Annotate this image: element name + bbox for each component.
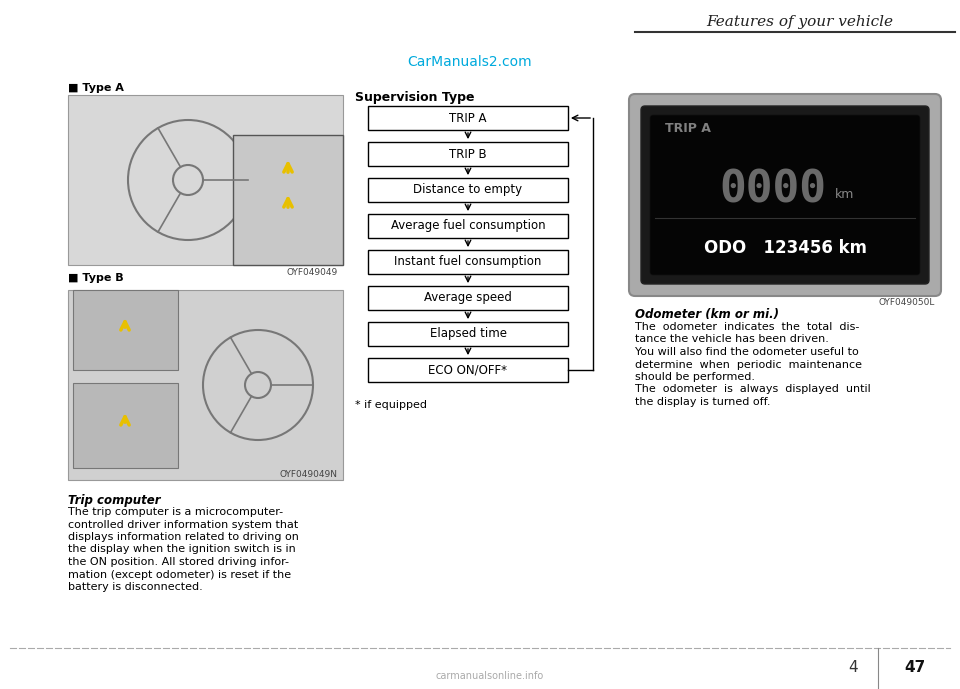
Text: Supervision Type: Supervision Type xyxy=(355,92,474,105)
Text: carmanualsonline.info: carmanualsonline.info xyxy=(436,671,544,681)
Text: OYF049049: OYF049049 xyxy=(287,268,338,277)
Bar xyxy=(368,286,568,310)
Text: displays information related to driving on: displays information related to driving … xyxy=(68,532,299,542)
Text: Average fuel consumption: Average fuel consumption xyxy=(391,220,545,232)
Bar xyxy=(233,135,343,265)
Text: Distance to empty: Distance to empty xyxy=(414,183,522,196)
Bar xyxy=(368,250,568,274)
Text: Instant fuel consumption: Instant fuel consumption xyxy=(395,256,541,269)
Text: ECO ON/OFF*: ECO ON/OFF* xyxy=(428,364,508,376)
Text: OYF049049N: OYF049049N xyxy=(280,470,338,479)
Text: determine  when  periodic  maintenance: determine when periodic maintenance xyxy=(635,360,862,369)
Text: CarManuals2.com: CarManuals2.com xyxy=(408,55,532,69)
Text: TRIP A: TRIP A xyxy=(449,112,487,125)
Text: should be performed.: should be performed. xyxy=(635,372,755,382)
Text: km: km xyxy=(835,189,854,201)
Text: the ON position. All stored driving infor-: the ON position. All stored driving info… xyxy=(68,557,289,567)
Text: 4: 4 xyxy=(849,661,858,675)
Text: battery is disconnected.: battery is disconnected. xyxy=(68,582,203,592)
Text: TRIP B: TRIP B xyxy=(449,147,487,161)
Bar xyxy=(368,178,568,202)
Text: TRIP A: TRIP A xyxy=(665,121,710,134)
Bar xyxy=(368,106,568,130)
FancyBboxPatch shape xyxy=(641,106,929,284)
Text: Trip computer: Trip computer xyxy=(68,494,160,507)
Text: ■ Type B: ■ Type B xyxy=(68,273,124,283)
FancyBboxPatch shape xyxy=(650,115,920,275)
Text: the display is turned off.: the display is turned off. xyxy=(635,397,771,407)
Text: Elapsed time: Elapsed time xyxy=(429,327,507,340)
Bar xyxy=(68,290,343,480)
Text: Average speed: Average speed xyxy=(424,291,512,305)
Bar xyxy=(368,358,568,382)
Text: Odometer (km or mi.): Odometer (km or mi.) xyxy=(635,308,779,321)
Text: controlled driver information system that: controlled driver information system tha… xyxy=(68,520,299,530)
Bar xyxy=(68,95,343,265)
Text: Features of your vehicle: Features of your vehicle xyxy=(707,15,894,29)
Bar xyxy=(368,142,568,166)
Text: 47: 47 xyxy=(904,661,925,675)
Bar xyxy=(73,383,178,468)
Bar xyxy=(630,95,940,295)
Text: ■ Type A: ■ Type A xyxy=(68,83,124,93)
Text: ODO   123456 km: ODO 123456 km xyxy=(704,239,867,257)
Text: You will also find the odometer useful to: You will also find the odometer useful t… xyxy=(635,347,859,357)
Bar xyxy=(368,214,568,238)
Text: mation (except odometer) is reset if the: mation (except odometer) is reset if the xyxy=(68,570,291,579)
FancyBboxPatch shape xyxy=(629,94,941,296)
Bar xyxy=(73,290,178,370)
Bar xyxy=(368,322,568,346)
Text: the display when the ignition switch is in: the display when the ignition switch is … xyxy=(68,544,296,555)
Text: * if equipped: * if equipped xyxy=(355,400,427,410)
Text: OYF049050L: OYF049050L xyxy=(878,298,935,307)
Text: The  odometer  indicates  the  total  dis-: The odometer indicates the total dis- xyxy=(635,322,859,332)
Text: The  odometer  is  always  displayed  until: The odometer is always displayed until xyxy=(635,384,871,395)
Text: The trip computer is a microcomputer-: The trip computer is a microcomputer- xyxy=(68,507,283,517)
Text: tance the vehicle has been driven.: tance the vehicle has been driven. xyxy=(635,334,828,344)
Text: 0000: 0000 xyxy=(719,169,827,212)
